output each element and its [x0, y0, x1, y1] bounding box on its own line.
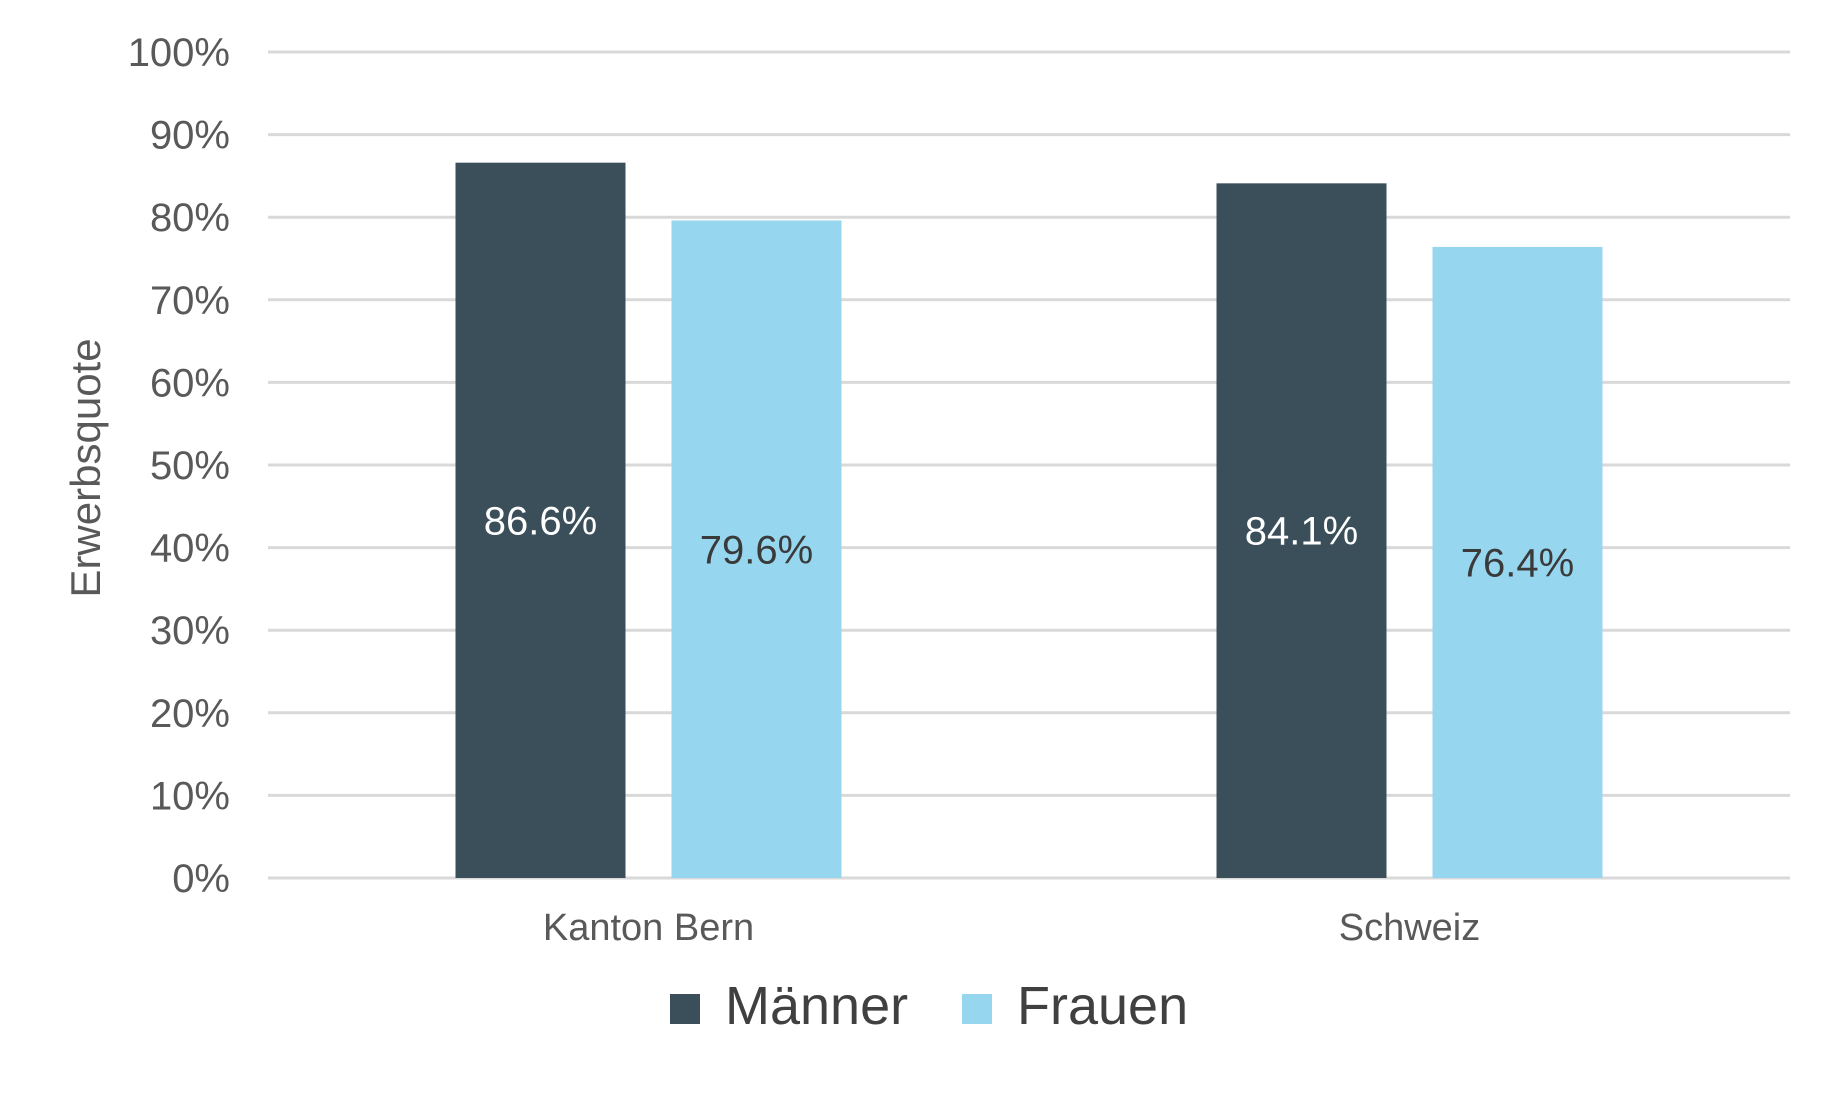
x-tick-label: Kanton Bern — [543, 907, 754, 949]
bar — [1432, 246, 1603, 878]
y-axis-title: Erwerbsquote — [62, 338, 109, 597]
legend-swatch — [670, 994, 700, 1024]
data-label: 79.6% — [700, 528, 813, 572]
data-label: 86.6% — [484, 499, 597, 543]
data-label: 84.1% — [1245, 510, 1358, 554]
y-tick-label: 50% — [150, 444, 230, 488]
data-labels: 86.6% 79.6% 84.1% 76.4% — [484, 499, 1574, 585]
y-axis-ticks: 0% 10% 20% 30% 40% 50% 60% 70% 80% 90% 100% — [128, 31, 230, 901]
bar — [1216, 183, 1387, 879]
data-label: 76.4% — [1461, 541, 1574, 585]
y-tick-label: 0% — [172, 857, 230, 901]
legend-label: Frauen — [1017, 976, 1188, 1036]
x-axis-ticks: Kanton Bern Schweiz — [543, 907, 1480, 949]
y-tick-label: 70% — [150, 279, 230, 323]
y-tick-label: 100% — [128, 31, 230, 75]
legend: Männer Frauen — [670, 976, 1188, 1036]
x-tick-label: Schweiz — [1339, 907, 1481, 949]
y-tick-label: 20% — [150, 692, 230, 736]
y-tick-label: 10% — [150, 774, 230, 818]
y-tick-label: 90% — [150, 114, 230, 158]
legend-swatch — [962, 994, 992, 1024]
y-tick-label: 60% — [150, 361, 230, 405]
y-tick-label: 30% — [150, 609, 230, 653]
bar — [455, 162, 626, 878]
y-tick-label: 40% — [150, 527, 230, 571]
legend-label: Männer — [725, 976, 908, 1036]
bar — [671, 220, 842, 878]
bars — [455, 162, 1603, 879]
y-tick-label: 80% — [150, 196, 230, 240]
